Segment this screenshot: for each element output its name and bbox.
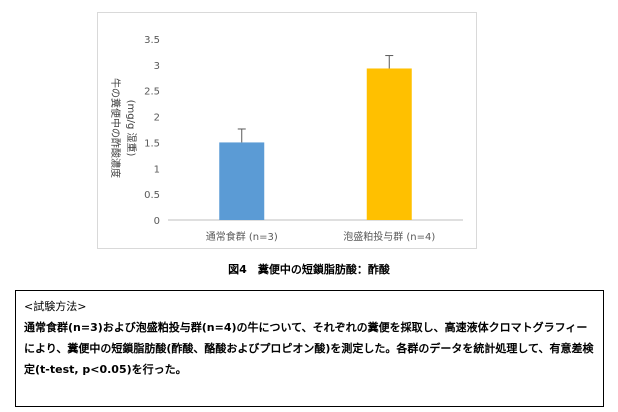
y-tick-label: 3.5	[144, 35, 160, 46]
bar-1	[219, 142, 265, 220]
y-tick-label: 1	[154, 164, 160, 175]
method-heading: <試験方法>	[24, 300, 87, 313]
chart-area: 牛の糞便中の酢酸濃度 (mg/g 湿重) 0 0.5 1 1.5 2 2.5 3 3.5 通常…	[97, 12, 477, 249]
y-tick-label: 0.5	[144, 190, 160, 201]
y-tick-label: 2.5	[144, 87, 160, 98]
y-axis-ticks: 0 0.5 1 1.5 2 2.5 3 3.5	[144, 35, 160, 227]
y-axis-label-line1: 牛の糞便中の酢酸濃度	[109, 78, 122, 178]
bar-2	[366, 68, 412, 220]
bars	[219, 68, 412, 220]
method-box: <試験方法> 通常食群(n=3)および泡盛粕投与群(n=4)の牛について、それぞ…	[15, 290, 604, 407]
x-tick-label: 泡盛粕投与群 (n=4)	[343, 230, 435, 243]
y-tick-label: 1.5	[144, 138, 160, 149]
x-tick-label: 通常食群 (n=3)	[206, 230, 278, 243]
bar-chart: 牛の糞便中の酢酸濃度 (mg/g 湿重) 0 0.5 1 1.5 2 2.5 3 3.5 通常…	[109, 35, 463, 243]
y-axis-label-line2: (mg/g 湿重)	[125, 100, 138, 157]
y-tick-label: 0	[154, 216, 160, 227]
x-axis-labels: 通常食群 (n=3) 泡盛粕投与群 (n=4)	[206, 230, 436, 243]
error-bars	[237, 55, 394, 143]
y-tick-label: 2	[154, 113, 160, 124]
method-body: 通常食群(n=3)および泡盛粕投与群(n=4)の牛について、それぞれの糞便を採取…	[24, 321, 594, 376]
y-axis-label: 牛の糞便中の酢酸濃度 (mg/g 湿重)	[109, 78, 138, 178]
y-tick-label: 3	[154, 61, 160, 72]
figure-caption: 図4 糞便中の短鎖脂肪酸：酢酸	[228, 263, 390, 276]
